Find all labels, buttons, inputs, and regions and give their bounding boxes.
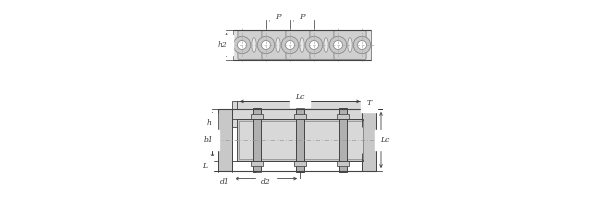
Text: Lc: Lc [380, 136, 389, 144]
Bar [218, 109, 232, 171]
Ellipse shape [300, 38, 304, 52]
Circle shape [329, 36, 347, 54]
Bar [296, 108, 304, 172]
Circle shape [286, 40, 295, 49]
Text: P: P [275, 13, 281, 21]
FancyBboxPatch shape [286, 31, 318, 59]
FancyBboxPatch shape [262, 31, 294, 59]
Text: Lc: Lc [295, 93, 305, 101]
FancyBboxPatch shape [334, 31, 366, 59]
Text: b1: b1 [203, 136, 213, 144]
Bar [304, 121, 340, 159]
Bar [346, 121, 363, 159]
Bar [345, 119, 363, 161]
Bar [337, 161, 349, 166]
Bar [237, 119, 255, 161]
Bar [233, 30, 371, 60]
Text: h: h [206, 119, 211, 127]
Circle shape [238, 40, 247, 49]
Bar [232, 101, 362, 127]
Bar [259, 119, 298, 161]
Bar [251, 161, 263, 166]
Circle shape [233, 36, 251, 54]
FancyBboxPatch shape [238, 31, 270, 59]
Ellipse shape [276, 38, 280, 52]
Ellipse shape [324, 38, 328, 52]
Ellipse shape [348, 38, 352, 52]
Circle shape [310, 40, 319, 49]
Bar [251, 114, 263, 119]
FancyBboxPatch shape [310, 31, 342, 59]
Bar [253, 108, 260, 172]
Bar [260, 121, 296, 159]
Circle shape [257, 36, 275, 54]
Bar [294, 161, 306, 166]
Circle shape [305, 36, 323, 54]
Text: d1: d1 [220, 178, 230, 186]
Bar [337, 114, 349, 119]
Circle shape [353, 36, 371, 54]
Ellipse shape [252, 38, 256, 52]
Bar [294, 114, 306, 119]
Text: T: T [367, 99, 371, 107]
Circle shape [334, 40, 343, 49]
Circle shape [358, 40, 367, 49]
Text: L: L [202, 162, 208, 170]
Text: h2: h2 [217, 41, 227, 49]
Bar [362, 109, 376, 171]
Bar [340, 108, 347, 172]
Circle shape [281, 36, 299, 54]
Text: d2: d2 [261, 178, 271, 186]
Text: P: P [299, 13, 305, 21]
Bar [239, 121, 255, 159]
Bar [302, 119, 341, 161]
Circle shape [262, 40, 271, 49]
